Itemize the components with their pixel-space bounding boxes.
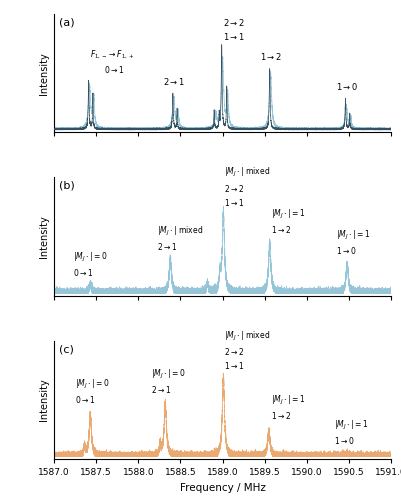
X-axis label: Frequency / MHz: Frequency / MHz [180, 482, 265, 492]
Text: $|M_J\cdot|=0$
$0\rightarrow 1$: $|M_J\cdot|=0$ $0\rightarrow 1$ [73, 251, 107, 278]
Y-axis label: Intensity: Intensity [38, 215, 49, 258]
Text: $|M_J\cdot|$ mixed
$2\rightarrow 1$: $|M_J\cdot|$ mixed $2\rightarrow 1$ [157, 224, 203, 252]
Text: $|M_J\cdot|$ mixed
$2\rightarrow 2$
$1\rightarrow 1$: $|M_J\cdot|$ mixed $2\rightarrow 2$ $1\r… [224, 166, 270, 207]
Text: (c): (c) [59, 344, 74, 354]
Text: (b): (b) [59, 181, 75, 191]
Y-axis label: Intensity: Intensity [38, 378, 49, 421]
Text: $1\rightarrow 0$: $1\rightarrow 0$ [336, 82, 358, 92]
Text: $2\rightarrow 1$: $2\rightarrow 1$ [163, 76, 185, 88]
Text: $|M_J\cdot|=1$
$1\rightarrow 2$: $|M_J\cdot|=1$ $1\rightarrow 2$ [271, 394, 305, 421]
Text: $|M_J\cdot|$ mixed
$2\rightarrow 2$
$1\rightarrow 1$: $|M_J\cdot|$ mixed $2\rightarrow 2$ $1\r… [224, 330, 270, 371]
Text: $1\rightarrow 2$: $1\rightarrow 2$ [259, 52, 282, 62]
Text: $|M_J\cdot|=1$
$1\rightarrow 0$: $|M_J\cdot|=1$ $1\rightarrow 0$ [336, 228, 371, 256]
Text: $|M_J\cdot|=0$
$2\rightarrow 1$: $|M_J\cdot|=0$ $2\rightarrow 1$ [151, 368, 186, 395]
Text: $2\rightarrow 2$
$1\rightarrow 1$: $2\rightarrow 2$ $1\rightarrow 1$ [223, 17, 245, 42]
Text: (a): (a) [59, 18, 75, 28]
Y-axis label: Intensity: Intensity [38, 52, 49, 94]
Text: $F_{1,-}\rightarrow F_{1,+}$
      $0\rightarrow 1$: $F_{1,-}\rightarrow F_{1,+}$ $0\rightarr… [89, 48, 134, 75]
Text: $|M_J\cdot|=1$
$1\rightarrow 2$: $|M_J\cdot|=1$ $1\rightarrow 2$ [271, 208, 305, 235]
Text: $|M_J\cdot|=0$
$0\rightarrow 1$: $|M_J\cdot|=0$ $0\rightarrow 1$ [75, 378, 110, 406]
Text: $|M_J\cdot|=1$
$1\rightarrow 0$: $|M_J\cdot|=1$ $1\rightarrow 0$ [334, 419, 368, 446]
